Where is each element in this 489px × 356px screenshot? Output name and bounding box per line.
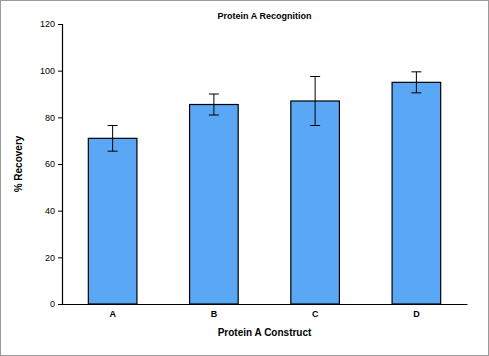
- tick-mark: [58, 117, 62, 118]
- tick: 100: [40, 66, 62, 76]
- bar: [88, 138, 137, 304]
- tick: B: [211, 309, 218, 319]
- tick: C: [312, 309, 319, 319]
- title: Protein A Recognition: [218, 11, 312, 21]
- tick-label: 0: [50, 299, 55, 309]
- bar: [291, 101, 340, 304]
- tick-mark: [58, 257, 62, 258]
- tick-label: 100: [40, 66, 55, 76]
- marks: [88, 72, 440, 304]
- tick: 80: [45, 113, 62, 123]
- y-axis-title: % Recovery: [13, 135, 24, 192]
- tick: D: [413, 309, 420, 319]
- tick: 20: [45, 253, 62, 263]
- plot: 0 20 40 60 80 100 120 A B C D: [40, 19, 468, 319]
- error-bar: [310, 77, 320, 126]
- tick-mark: [58, 304, 62, 305]
- error-bar: [108, 126, 118, 152]
- x-axis-title: Protein A Construct: [218, 327, 312, 338]
- x-axis: A B C D: [63, 305, 468, 320]
- error-bar: [209, 94, 219, 115]
- tick-label: 40: [45, 206, 55, 216]
- chart: 0 20 40 60 80 100 120 A B C D Protein A Recognition…: [0, 0, 489, 356]
- tick-mark: [58, 71, 62, 72]
- y-axis: 0 20 40 60 80 100 120: [40, 19, 63, 309]
- tick: 0: [50, 299, 62, 309]
- tick: 120: [40, 19, 62, 29]
- tick-label: C: [312, 309, 319, 319]
- frame: [1, 1, 489, 356]
- tick-mark: [58, 211, 62, 212]
- tick-label: 60: [45, 159, 55, 169]
- tick-mark: [58, 24, 62, 25]
- error-bar: [411, 72, 421, 93]
- tick-label: B: [211, 309, 218, 319]
- axis-line: [58, 25, 63, 305]
- tick-label: A: [109, 309, 116, 319]
- axis-line: [63, 304, 468, 305]
- bar: [392, 82, 441, 304]
- bar: [190, 105, 239, 305]
- tick: A: [109, 309, 116, 319]
- tick-label: 80: [45, 113, 55, 123]
- tick-mark: [58, 164, 62, 165]
- tick-label: D: [413, 309, 420, 319]
- tick: 40: [45, 206, 62, 216]
- tick-label: 120: [40, 19, 55, 29]
- tick: 60: [45, 159, 62, 169]
- tick-label: 20: [45, 253, 55, 263]
